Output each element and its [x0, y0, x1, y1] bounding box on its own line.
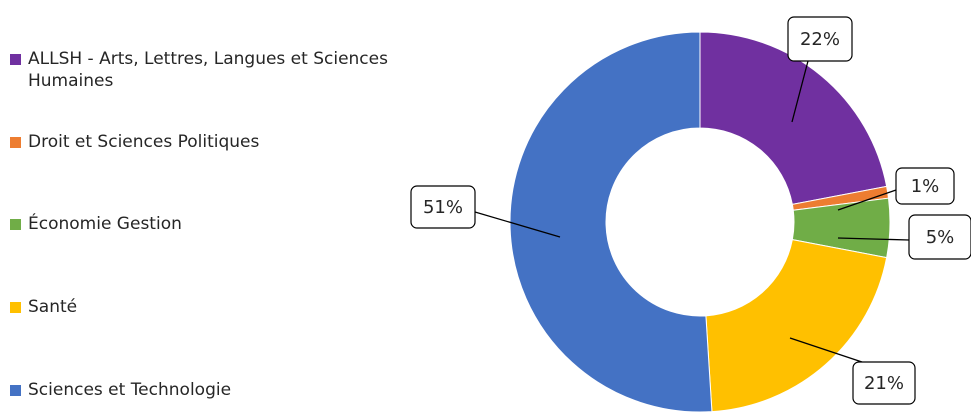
- callout-leader-line: [474, 211, 561, 238]
- legend-label: Santé: [28, 297, 78, 317]
- legend-swatch: [10, 219, 21, 230]
- data-label: 1%: [911, 176, 940, 197]
- donut-slice: [509, 31, 713, 413]
- legend-swatch: [10, 302, 21, 313]
- callout-leader-line: [791, 60, 809, 123]
- callout-leader-line: [837, 189, 897, 211]
- legend-label: Droit et Sciences Politiques: [28, 132, 260, 152]
- legend-label: Économie Gestion: [28, 214, 182, 234]
- callout-leader-line: [837, 237, 910, 241]
- legend-swatch: [10, 385, 21, 396]
- callout-leader-line: [789, 337, 863, 363]
- callout-box: [852, 361, 916, 405]
- legend-swatch: [10, 137, 21, 148]
- legend-swatch: [10, 54, 21, 65]
- callout-box: [908, 214, 971, 260]
- data-label: 22%: [800, 29, 840, 50]
- donut-slice: [705, 239, 888, 413]
- legend-label: ALLSH - Arts, Lettres, Langues et Scienc…: [28, 49, 388, 91]
- data-label: 5%: [926, 227, 955, 248]
- callout-box: [410, 185, 476, 229]
- legend-label: Sciences et Technologie: [28, 380, 232, 400]
- callout-box: [895, 167, 955, 205]
- data-label: 51%: [423, 197, 463, 218]
- callout-box: [787, 16, 853, 62]
- data-label: 21%: [864, 373, 904, 394]
